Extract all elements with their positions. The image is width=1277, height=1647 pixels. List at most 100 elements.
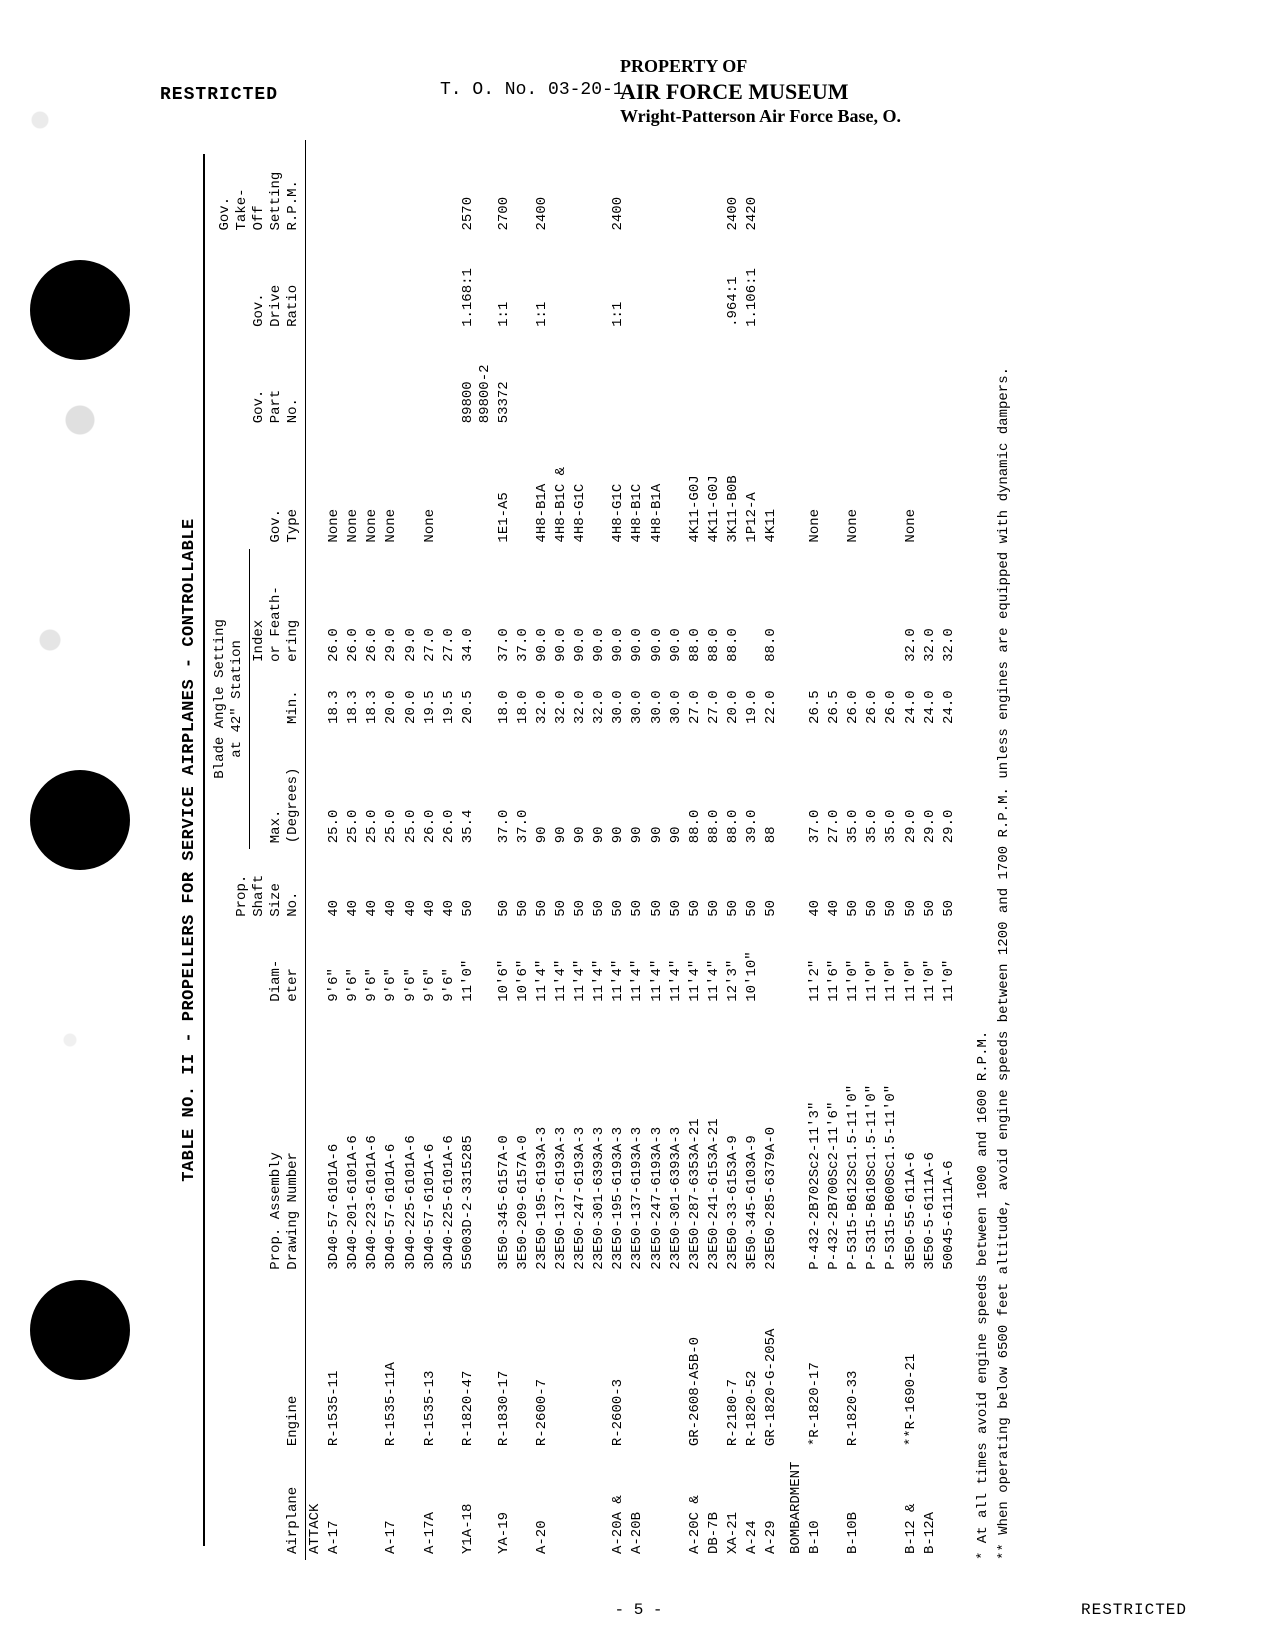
table-cell: 50 [552, 849, 571, 923]
table-cell: 90.0 [533, 549, 552, 668]
table-cell: 50 [628, 849, 647, 923]
table-cell: 4H8-B1A [533, 429, 552, 548]
table-cell: 55003D-2-3315285 [459, 1008, 495, 1276]
col-gov-takeoff: Gov.Take-OffSettingR.P.M. [211, 140, 306, 237]
table-cell [571, 333, 590, 429]
table-cell: 40 [325, 849, 344, 923]
table-cell: 50 [533, 849, 552, 923]
table-cell: 88.0 [705, 730, 724, 849]
table-row: P-5315-B600Sc1.5-11'0"11'0"5035.026.0 [882, 140, 901, 1560]
table-cell: R-1535-13 [421, 1276, 440, 1452]
table-cell [825, 333, 844, 429]
col-prop-asm: Prop. AssemblyDrawing Number [211, 1008, 306, 1276]
table-cell: 3K11-B0B [724, 429, 743, 548]
table-row: A-29GR-1820-G-205A23E50-285-6379A-050882… [762, 140, 781, 1560]
table-cell [382, 140, 401, 237]
table-cell: A-20 [533, 1452, 552, 1560]
table-cell: 88.0 [724, 730, 743, 849]
table-cell [667, 140, 686, 237]
table-cell: 25.0 [382, 730, 401, 849]
table-cell: 1E1-A5 [495, 429, 514, 548]
table-cell: 18.0 [514, 668, 533, 730]
table-cell: .964:1 [724, 237, 743, 333]
table-cell [552, 333, 571, 429]
table-cell: B-12A [921, 1452, 940, 1560]
table-cell: 50 [844, 849, 863, 923]
table-cell: 88.0 [686, 549, 705, 668]
table-cell: 88.0 [686, 730, 705, 849]
table-cell [440, 237, 459, 333]
table-cell [863, 237, 882, 333]
table-cell: 50 [667, 849, 686, 923]
table-cell: 11'4" [552, 923, 571, 1008]
table-cell: 4H8-G1C [571, 429, 590, 548]
table-cell: 9'6" [421, 923, 440, 1008]
table-cell: None [421, 429, 440, 548]
table-cell [743, 549, 762, 668]
table-row: A-20C &GR-2608-A5B-023E50-287-6353A-2111… [686, 140, 705, 1560]
table-cell: 27.0 [440, 549, 459, 668]
table-cell [628, 140, 647, 237]
table-cell: 50 [459, 849, 495, 923]
table-cell: 25.0 [325, 730, 344, 849]
table-cell [514, 140, 533, 237]
table-cell: 40 [363, 849, 382, 923]
table-cell: 18.3 [363, 668, 382, 730]
table-cell [667, 237, 686, 333]
table-cell: 9'6" [402, 923, 421, 1008]
table-cell [382, 333, 401, 429]
table-cell: 90.0 [552, 549, 571, 668]
table-cell [921, 333, 940, 429]
table-cell [863, 1276, 882, 1452]
table-cell: 23E50-287-6353A-21 [686, 1008, 705, 1276]
table-cell [882, 549, 901, 668]
table-cell: 29.0 [402, 549, 421, 668]
col-airplane: Airplane [211, 1452, 306, 1560]
table-cell: 30.0 [648, 668, 667, 730]
table-cell: None [344, 429, 363, 548]
table-cell [825, 429, 844, 548]
table-cell: 4H8-B1C [628, 429, 647, 548]
table-cell: 9'6" [382, 923, 401, 1008]
table-cell: 23E50-285-6379A-0 [762, 1008, 781, 1276]
table-cell: 3D40-225-6101A-6 [402, 1008, 421, 1276]
table-cell: *R-1820-17 [806, 1276, 825, 1452]
table-cell [762, 140, 781, 237]
table-cell: R-2600-3 [609, 1276, 628, 1452]
table-cell [402, 429, 421, 548]
table-cell: 29.0 [940, 730, 959, 849]
table-cell: 26.0 [440, 730, 459, 849]
table-cell: 23E50-195-6193A-3 [609, 1008, 628, 1276]
table-cell [440, 1276, 459, 1452]
table-cell [648, 1276, 667, 1452]
punch-hole-icon [30, 260, 130, 360]
table-cell [863, 333, 882, 429]
table-cell [609, 333, 628, 429]
table-cell: B-12 & [902, 1452, 921, 1560]
table-cell: 1P12-A [743, 429, 762, 548]
table-cell: 4H8-B1C & [552, 429, 571, 548]
table-cell [648, 237, 667, 333]
table-row: 3D40-223-6101A-69'6"4025.018.326.0None [363, 140, 382, 1560]
table-cell: 30.0 [667, 668, 686, 730]
table-row: A-17R-1535-11A3D40-57-6101A-69'6"4025.02… [382, 140, 401, 1560]
table-row: DB-7B23E50-241-6153A-2111'4"5088.027.088… [705, 140, 724, 1560]
table-cell: 90.0 [609, 549, 628, 668]
table-cell: 40 [421, 849, 440, 923]
table-cell [743, 333, 762, 429]
table-cell: 3E50-345-6157A-0 [495, 1008, 514, 1276]
table-cell: 3E50-345-6103A-9 [743, 1008, 762, 1276]
table-cell [402, 1452, 421, 1560]
section-heading-row: ATTACK [306, 140, 326, 1560]
table-cell: GR-1820-G-205A [762, 1276, 781, 1452]
table-cell: A-20A & [609, 1452, 628, 1560]
table-cell [514, 333, 533, 429]
table-cell: 35.4 [459, 730, 495, 849]
table-cell: 9'6" [325, 923, 344, 1008]
table-cell: 26.5 [825, 668, 844, 730]
table-row: 23E50-247-6193A-311'4"509030.090.04H8-B1… [648, 140, 667, 1560]
table-cell: 50 [921, 849, 940, 923]
table-cell: 25.0 [363, 730, 382, 849]
table-cell: 29.0 [921, 730, 940, 849]
table-cell: 37.0 [806, 730, 825, 849]
